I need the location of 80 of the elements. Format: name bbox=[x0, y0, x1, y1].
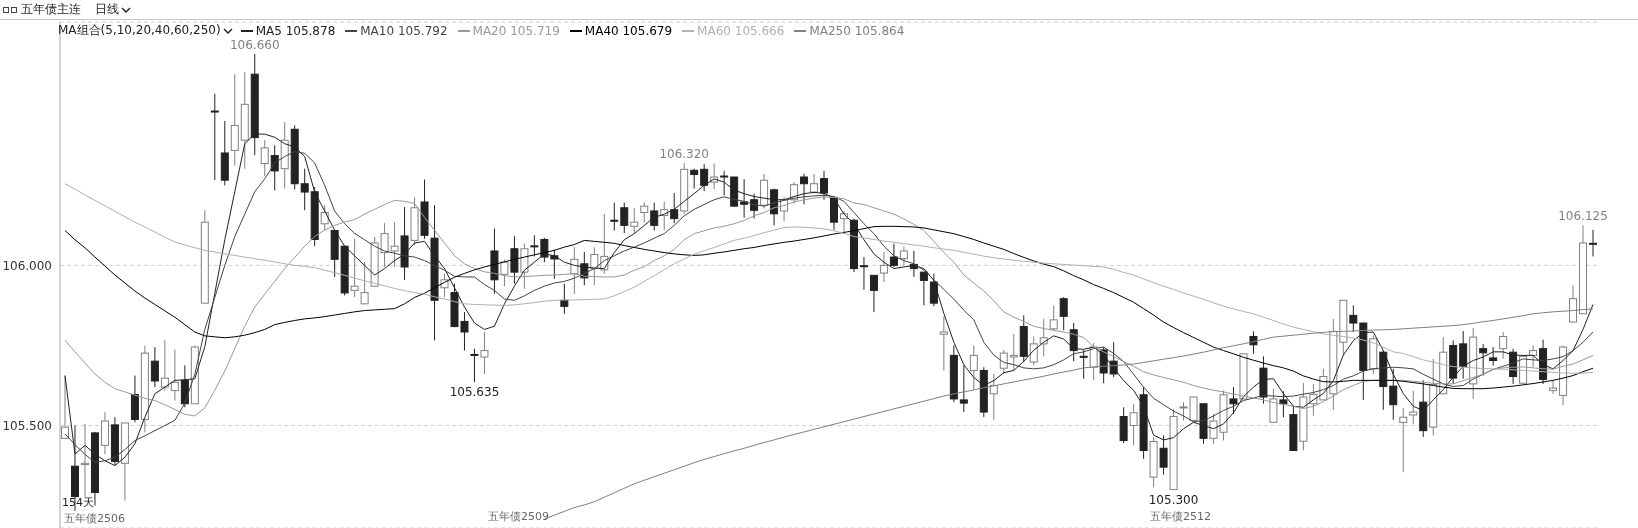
candlestick bbox=[879, 251, 888, 283]
legend-label: MA40 105.679 bbox=[583, 23, 673, 38]
annotation: 106.660 bbox=[229, 38, 280, 53]
candlestick bbox=[1499, 331, 1508, 360]
candlestick bbox=[889, 243, 898, 268]
legend-label: MA10 105.792 bbox=[359, 23, 448, 38]
candlestick bbox=[1459, 330, 1468, 380]
candlestick bbox=[61, 375, 69, 439]
candlestick bbox=[1059, 296, 1068, 331]
candlestick bbox=[640, 201, 649, 223]
annotation: 106.125 bbox=[1558, 209, 1608, 224]
candlestick bbox=[720, 170, 729, 196]
annotation: 105.635 bbox=[449, 385, 500, 400]
candlestick bbox=[1269, 388, 1278, 423]
candlestick bbox=[899, 246, 908, 266]
candlestick bbox=[620, 202, 629, 234]
y-tick-label: 105.500 bbox=[2, 418, 52, 433]
candlestick bbox=[80, 423, 89, 498]
candlestick bbox=[650, 202, 659, 231]
candlestick bbox=[1409, 390, 1418, 425]
annotation: 106.320 bbox=[659, 146, 710, 161]
candlestick bbox=[1009, 333, 1018, 371]
candlestick bbox=[1129, 403, 1138, 446]
candlestick bbox=[160, 339, 169, 392]
annotation: 五年债2512 bbox=[1150, 510, 1211, 524]
candlestick bbox=[1039, 318, 1048, 357]
candlestick bbox=[150, 346, 159, 388]
legend-label: MA250 105.864 bbox=[808, 23, 905, 38]
candlestick bbox=[350, 238, 359, 298]
candlestick bbox=[1549, 379, 1558, 395]
candlestick bbox=[670, 192, 679, 224]
candlestick bbox=[1479, 343, 1488, 377]
candlestick bbox=[170, 349, 179, 402]
candlestick bbox=[210, 93, 219, 181]
candlestick bbox=[510, 235, 519, 285]
candlestick bbox=[919, 271, 928, 306]
legend-label: MA5 105.878 bbox=[254, 23, 336, 38]
candlestick bbox=[690, 168, 699, 190]
candlestick bbox=[470, 348, 479, 383]
candlestick bbox=[630, 207, 639, 235]
candlestick bbox=[560, 283, 569, 315]
candlestick bbox=[859, 256, 868, 291]
candlestick bbox=[1079, 349, 1088, 380]
candlestick bbox=[740, 178, 749, 219]
candlestick bbox=[260, 139, 269, 177]
candlestick bbox=[300, 168, 309, 211]
candlestick bbox=[800, 173, 809, 205]
chart-subtitle: 日线 bbox=[95, 1, 119, 18]
candlestick bbox=[869, 274, 878, 313]
annotation: 五年债2506 bbox=[64, 512, 125, 526]
candlestick bbox=[1529, 344, 1538, 368]
candlestick bbox=[1489, 346, 1498, 367]
candlestick bbox=[1049, 304, 1058, 331]
candlestick bbox=[270, 144, 279, 191]
candlestick bbox=[1349, 304, 1358, 333]
candlestick bbox=[1389, 368, 1398, 421]
candlestick bbox=[480, 331, 489, 375]
candlestick bbox=[610, 202, 619, 231]
annotation: 五年债2509 bbox=[488, 510, 549, 524]
candlestick bbox=[1589, 229, 1598, 257]
candlestick bbox=[939, 315, 948, 371]
candlestick bbox=[700, 163, 709, 192]
candlestick bbox=[810, 173, 819, 195]
candlestick bbox=[820, 170, 829, 201]
legend-label: MA20 105.719 bbox=[471, 23, 560, 38]
candlestick bbox=[360, 261, 369, 305]
candlestick bbox=[959, 364, 968, 413]
y-tick-label: 106.000 bbox=[2, 258, 52, 273]
candlestick bbox=[929, 273, 938, 307]
candlestick bbox=[1029, 335, 1038, 366]
candlestick bbox=[969, 344, 978, 391]
candlestick bbox=[999, 349, 1008, 375]
candlestick bbox=[1399, 407, 1408, 473]
candlestick bbox=[1279, 390, 1288, 418]
candlestick bbox=[500, 259, 509, 287]
annotation: 105.300 bbox=[1148, 492, 1199, 507]
annotation: 154天 bbox=[62, 496, 94, 510]
chart-title: 五年债主连 bbox=[21, 1, 81, 18]
legend-title: MA组合(5,10,20,40,60,250) bbox=[58, 22, 221, 39]
legend-label: MA60 105.666 bbox=[696, 23, 785, 38]
